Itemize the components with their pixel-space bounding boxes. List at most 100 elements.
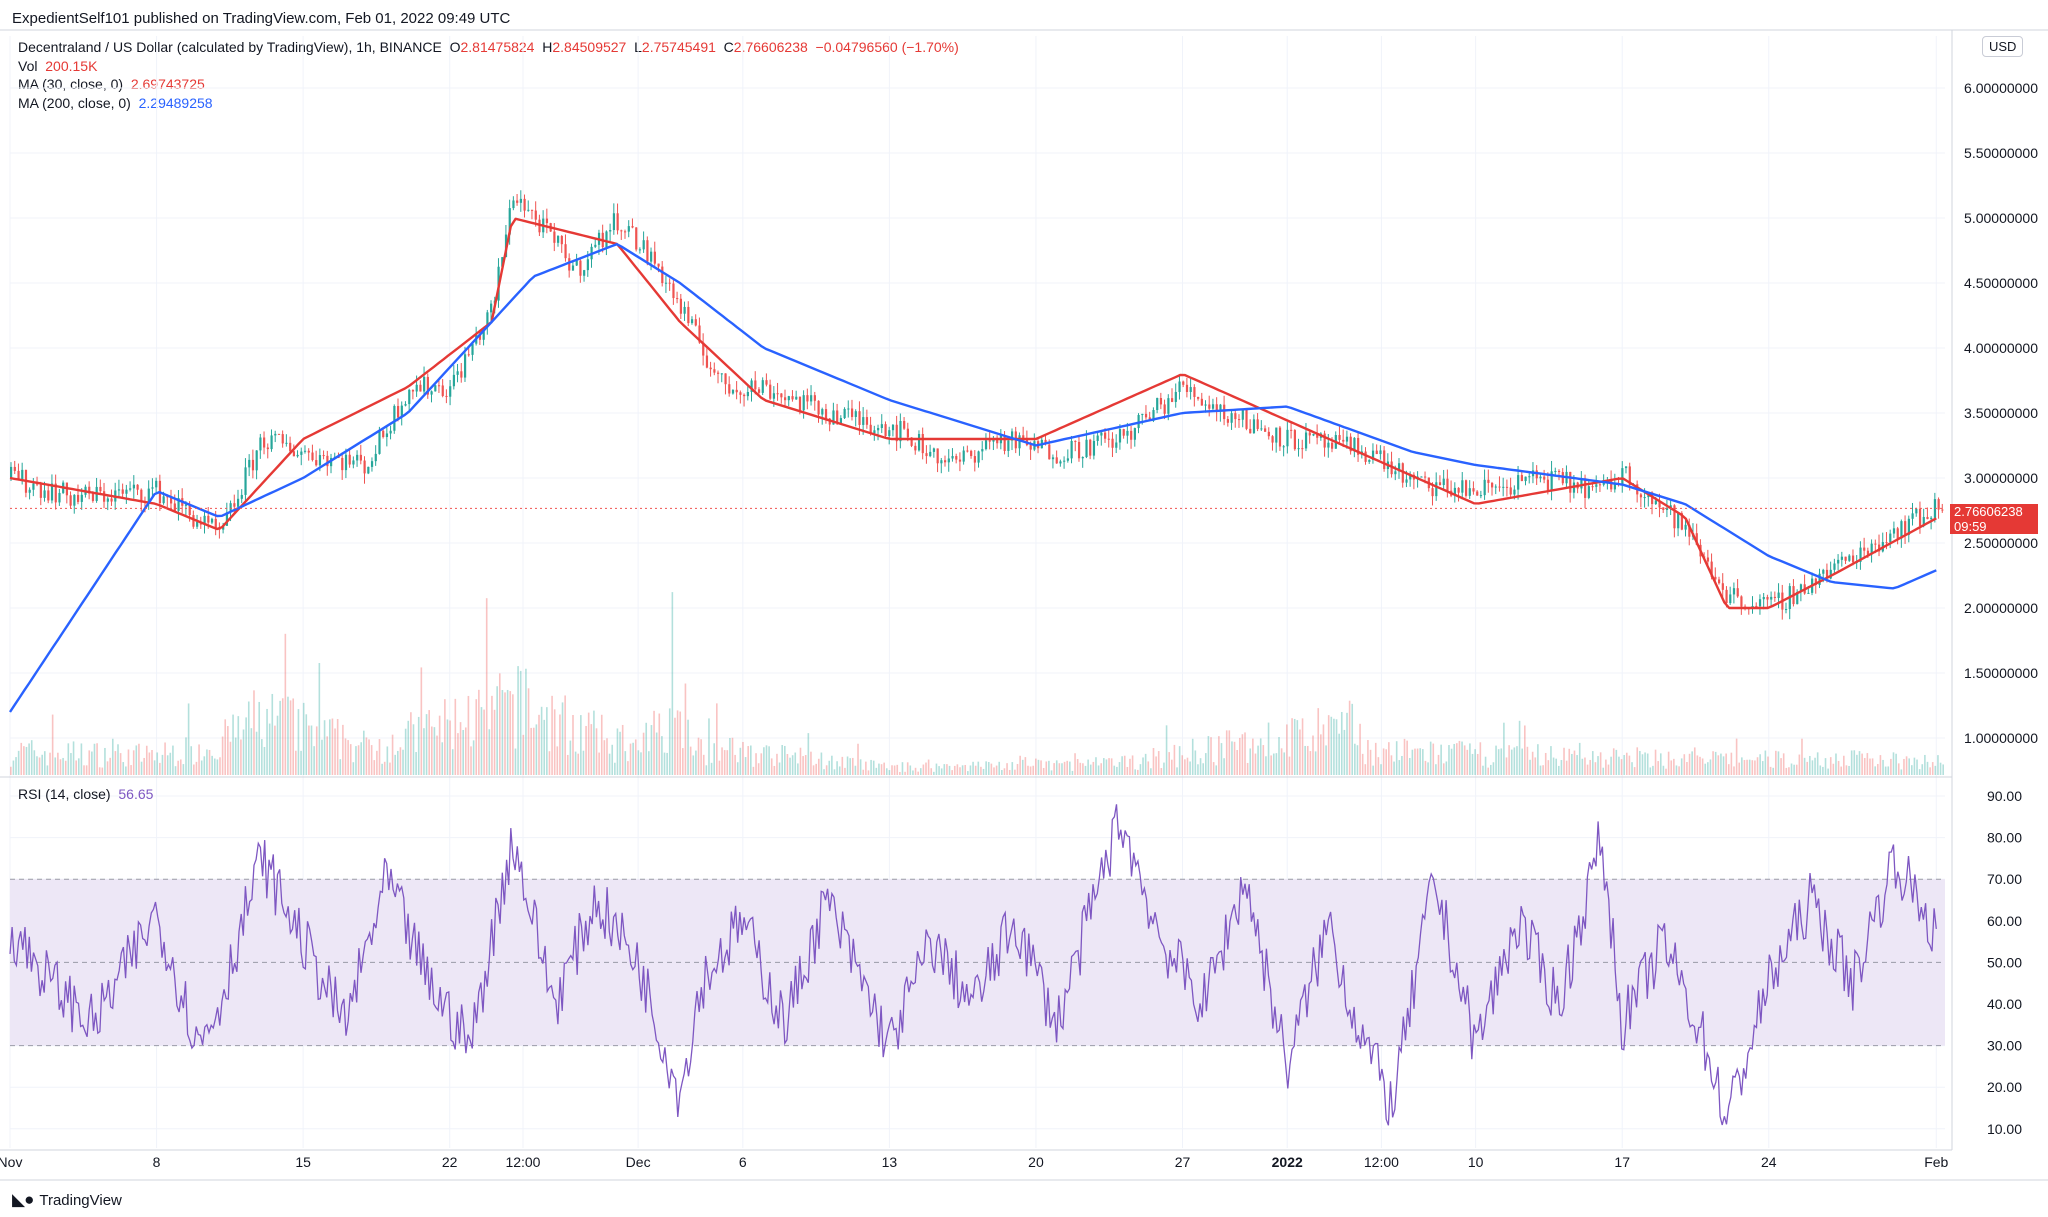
volume-bar (28, 743, 30, 775)
candle-body (1394, 471, 1397, 475)
volume-bar (977, 761, 980, 775)
volume-bar (1761, 761, 1764, 775)
candle-body (631, 226, 634, 228)
candle-body (1107, 438, 1110, 440)
volume-bar (1071, 770, 1074, 775)
candle-body (404, 404, 407, 406)
volume-bar (498, 673, 501, 775)
volume-bar (1803, 757, 1806, 775)
volume-bar (472, 740, 475, 775)
volume-bar (519, 670, 522, 775)
volume-bar (969, 765, 972, 775)
volume-bar (378, 739, 381, 775)
candle-body (1357, 437, 1360, 455)
volume-bar (1385, 749, 1388, 775)
volume-bar (1178, 746, 1181, 775)
candle-body (810, 395, 813, 402)
volume-bar (1228, 730, 1231, 775)
volume-bar (661, 736, 663, 775)
candle-body (452, 374, 456, 387)
volume-bar (770, 758, 773, 775)
volume-bar (1835, 753, 1837, 775)
volume-bar (297, 709, 300, 775)
candle-body (679, 298, 683, 314)
volume-bar (1380, 764, 1382, 775)
volume-bar (1123, 755, 1126, 775)
currency-badge[interactable]: USD (1982, 36, 2024, 57)
volume-bar (1176, 767, 1178, 775)
candle-body (817, 400, 820, 415)
candle-body (1673, 505, 1676, 529)
volume-bar (1516, 746, 1518, 775)
candle-body (1133, 428, 1136, 440)
change-value: −0.04796560 (−1.70%) (815, 39, 959, 55)
volume-bar (632, 742, 634, 775)
volume-bar (1725, 753, 1727, 775)
candle-body (303, 450, 307, 452)
volume-bar (1314, 751, 1317, 775)
volume-bar (1767, 756, 1769, 775)
volume-bar (1735, 738, 1738, 775)
volume-bar (514, 748, 517, 775)
volume-bar (590, 724, 593, 775)
volume-bar (859, 759, 862, 775)
candle-body (932, 448, 936, 452)
candle-body (382, 430, 385, 438)
volume-bar (1560, 760, 1563, 775)
candle-body (1922, 516, 1925, 526)
volume-bar (441, 742, 444, 775)
volume-bar (1537, 744, 1539, 775)
candle-body (1535, 470, 1538, 479)
volume-bar (909, 765, 912, 775)
volume-bar (1667, 751, 1670, 775)
candle-body (1613, 484, 1617, 490)
volume-bar (1563, 747, 1565, 775)
candle-body (1304, 432, 1308, 449)
candle-body (1662, 507, 1665, 510)
candle-body (929, 451, 932, 457)
volume-bar (1843, 755, 1845, 775)
volume-bar (901, 762, 904, 775)
candle-body (1364, 451, 1367, 462)
volume-bar (1691, 751, 1693, 775)
volume-bar (1848, 765, 1850, 775)
volume-bar (1746, 759, 1748, 775)
volume-bar (1218, 736, 1220, 775)
candle-body (571, 265, 575, 271)
candle-body (1937, 499, 1940, 510)
volume-bar (295, 750, 297, 775)
volume-bar (41, 754, 43, 775)
volume-bar (423, 728, 425, 775)
candle-body (341, 457, 344, 471)
candle-body (1684, 524, 1687, 530)
volume-bar (1458, 740, 1461, 775)
volume-bar (1696, 755, 1699, 775)
rsi-legend: RSI (14, close) 56.65 (18, 786, 153, 802)
volume-bar (1934, 765, 1937, 775)
candle-body (177, 498, 180, 511)
volume-bar (221, 736, 224, 775)
volume-bar (736, 762, 739, 775)
candle-body (1926, 516, 1929, 520)
candle-body (1163, 404, 1166, 414)
volume-bar (1576, 755, 1578, 775)
volume-bar (67, 743, 70, 775)
volume-bar (1197, 764, 1199, 775)
volume-bar (951, 770, 953, 775)
volume-bar (846, 756, 849, 775)
candle-body (1379, 450, 1382, 455)
volume-bar (143, 757, 145, 775)
volume-bar (1780, 758, 1782, 775)
candle-body (713, 369, 716, 373)
candle-body (1349, 436, 1352, 452)
candle-body (1624, 466, 1628, 469)
volume-bar (820, 752, 823, 775)
candle-body (1866, 550, 1870, 555)
volume-bar (666, 752, 668, 775)
volume-bar (702, 754, 705, 775)
volume-bar (1348, 700, 1351, 775)
volume-bar (1050, 770, 1053, 775)
volume-bar (1495, 745, 1497, 775)
volume-bar (718, 760, 721, 775)
